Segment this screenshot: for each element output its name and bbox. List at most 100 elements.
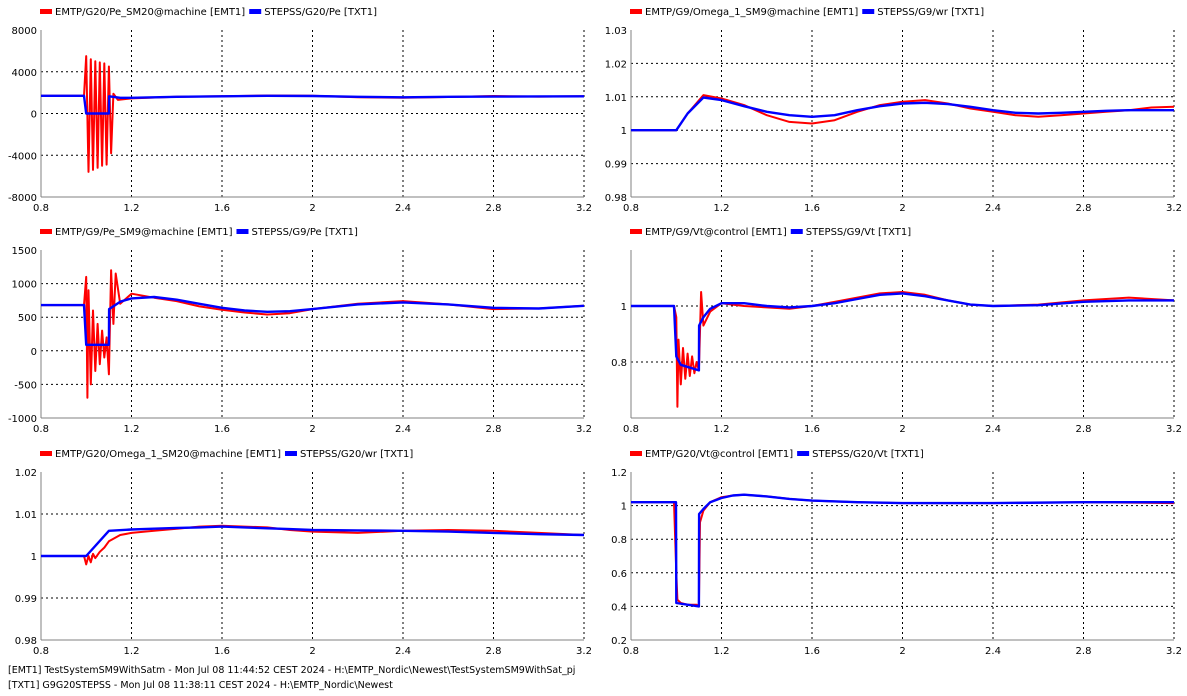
y-tick-label-5-1: 1.01	[15, 510, 37, 521]
y-tick-label-6-0: 1.2	[611, 468, 627, 479]
x-tick-label-6-6: 3.2	[1166, 646, 1182, 657]
chart-panel-5: EMTP/G20/Omega_1_SM20@machine [EMT1] STEP…	[15, 449, 592, 657]
x-tick-label-6-4: 2.4	[985, 646, 1001, 657]
x-tick-label-1-6: 3.2	[576, 203, 592, 214]
legend-label-1-2: STEPSS/G20/Pe [TXT1]	[264, 7, 377, 18]
series-line-2-1	[631, 94, 1175, 132]
x-tick-label-4-6: 3.2	[1166, 424, 1182, 435]
series-line-4-2	[631, 292, 1174, 372]
x-tick-label-5-4: 2.4	[395, 646, 411, 657]
x-tick-label-6-1: 1.2	[714, 646, 730, 657]
y-tick-label-1-0: 8000	[12, 26, 37, 37]
y-tick-label-1-3: -4000	[8, 151, 37, 162]
legend-swatch-2-2	[862, 9, 875, 14]
y-tick-label-2-0: 1.03	[605, 26, 627, 37]
y-tick-label-2-5: 0.98	[605, 193, 627, 204]
x-tick-label-3-0: 0.8	[33, 424, 49, 435]
x-tick-label-2-2: 1.6	[804, 203, 820, 214]
y-tick-label-6-1: 1	[621, 502, 627, 513]
x-tick-label-5-6: 3.2	[576, 646, 592, 657]
legend-label-5-1: EMTP/G20/Omega_1_SM20@machine [EMT1]	[55, 449, 281, 460]
y-tick-label-3-4: -500	[14, 380, 37, 391]
legend-label-5-2: STEPSS/G20/wr [TXT1]	[300, 449, 413, 460]
y-tick-label-2-2: 1.01	[605, 93, 627, 104]
x-tick-label-4-5: 2.8	[1076, 424, 1092, 435]
x-tick-label-3-4: 2.4	[395, 424, 411, 435]
series-line-6-1	[631, 493, 1175, 608]
legend-swatch-4-1	[630, 229, 642, 234]
y-tick-label-4-0: 1	[621, 302, 627, 313]
plots-area: EMTP/G20/Pe_SM20@machine [EMT1] STEPSS/G2…	[8, 7, 1182, 657]
y-tick-label-6-2: 0.8	[611, 535, 627, 546]
x-tick-label-1-0: 0.8	[33, 203, 49, 214]
x-tick-label-6-3: 2	[899, 646, 905, 657]
legend-label-2-2: STEPSS/G9/wr [TXT1]	[877, 7, 984, 18]
x-tick-label-3-1: 1.2	[124, 424, 140, 435]
legend-swatch-6-2	[797, 451, 810, 456]
legend-label-1-1: EMTP/G20/Pe_SM20@machine [EMT1]	[55, 7, 245, 18]
x-tick-label-2-0: 0.8	[623, 203, 639, 214]
y-tick-label-3-0: 1500	[12, 246, 37, 257]
y-tick-label-1-1: 4000	[12, 68, 37, 79]
x-tick-label-2-5: 2.8	[1076, 203, 1092, 214]
legend-swatch-4-2	[790, 229, 803, 234]
x-tick-label-6-5: 2.8	[1076, 646, 1092, 657]
x-tick-label-2-3: 2	[899, 203, 905, 214]
legend-swatch-3-1	[40, 229, 52, 234]
y-tick-label-3-1: 1000	[12, 280, 37, 291]
series-line-1-2	[41, 94, 585, 115]
series-line-3-2	[41, 295, 585, 346]
x-tick-label-1-3: 2	[309, 203, 315, 214]
legend-swatch-2-1	[630, 9, 642, 14]
x-tick-label-1-4: 2.4	[395, 203, 411, 214]
x-tick-label-4-0: 0.8	[623, 424, 639, 435]
chart-panel-3: EMTP/G9/Pe_SM9@machine [EMT1] STEPSS/G9/P…	[8, 227, 592, 435]
x-tick-label-4-1: 1.2	[714, 424, 730, 435]
legend-swatch-5-2	[284, 451, 297, 456]
x-tick-label-3-5: 2.8	[486, 424, 502, 435]
x-tick-label-2-6: 3.2	[1166, 203, 1182, 214]
series-line-4-1	[631, 291, 1175, 408]
legend-swatch-6-1	[630, 451, 642, 456]
x-tick-label-5-2: 1.6	[214, 646, 230, 657]
legend-label-3-1: EMTP/G9/Pe_SM9@machine [EMT1]	[55, 227, 233, 238]
chart-panel-1: EMTP/G20/Pe_SM20@machine [EMT1] STEPSS/G2…	[8, 7, 592, 214]
y-tick-label-3-3: 0	[31, 347, 37, 358]
y-tick-label-5-0: 1.02	[15, 468, 37, 479]
x-tick-label-3-3: 2	[309, 424, 315, 435]
legend-swatch-5-1	[40, 451, 52, 456]
y-tick-label-1-4: -8000	[8, 193, 37, 204]
series-line-5-2	[41, 525, 585, 558]
legend-label-3-2: STEPSS/G9/Pe [TXT1]	[251, 227, 358, 238]
y-tick-label-4-1: 0.8	[611, 358, 627, 369]
x-tick-label-4-3: 2	[899, 424, 905, 435]
footer-txt1-info: [TXT1] G9G20STEPSS - Mon Jul 08 11:38:11…	[8, 680, 393, 691]
x-tick-label-4-2: 1.6	[804, 424, 820, 435]
y-tick-label-6-5: 0.2	[611, 636, 627, 647]
series-line-6-2	[631, 493, 1174, 608]
legend-label-4-2: STEPSS/G9/Vt [TXT1]	[806, 227, 911, 238]
x-tick-label-5-3: 2	[309, 646, 315, 657]
legend-label-4-1: EMTP/G9/Vt@control [EMT1]	[645, 227, 787, 238]
y-tick-label-2-4: 0.99	[605, 160, 627, 171]
x-tick-label-3-2: 1.6	[214, 424, 230, 435]
legend-swatch-1-1	[40, 9, 52, 14]
x-tick-label-5-0: 0.8	[33, 646, 49, 657]
y-tick-label-5-4: 0.98	[15, 636, 37, 647]
y-tick-label-2-3: 1	[621, 126, 627, 137]
legend-label-6-2: STEPSS/G20/Vt [TXT1]	[812, 449, 924, 460]
series-line-3-1	[41, 269, 585, 399]
y-tick-label-1-2: 0	[31, 110, 37, 121]
series-line-2-2	[631, 96, 1174, 132]
footer-emt1-info: [EMT1] TestSystemSM9WithSatm - Mon Jul 0…	[8, 665, 576, 676]
x-tick-label-4-4: 2.4	[985, 424, 1001, 435]
x-tick-label-1-5: 2.8	[486, 203, 502, 214]
x-tick-label-1-2: 1.6	[214, 203, 230, 214]
x-tick-label-1-1: 1.2	[124, 203, 140, 214]
legend-label-2-1: EMTP/G9/Omega_1_SM9@machine [EMT1]	[645, 7, 858, 18]
x-tick-label-2-4: 2.4	[985, 203, 1001, 214]
x-tick-label-6-2: 1.6	[804, 646, 820, 657]
y-tick-label-5-3: 0.99	[15, 594, 37, 605]
y-tick-label-3-5: -1000	[8, 414, 37, 425]
chart-panel-4: EMTP/G9/Vt@control [EMT1] STEPSS/G9/Vt [T…	[611, 227, 1182, 435]
